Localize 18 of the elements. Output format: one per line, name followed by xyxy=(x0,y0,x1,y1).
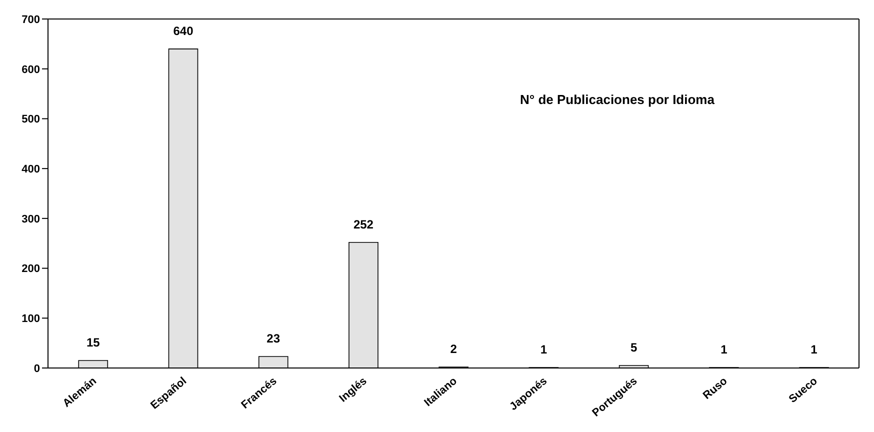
data-label: 15 xyxy=(86,336,100,350)
y-tick-label: 400 xyxy=(22,163,40,176)
text: N° de Publicaciones por Idioma xyxy=(520,92,714,107)
data-label: 5 xyxy=(630,340,638,355)
data-label: 1 xyxy=(720,342,728,356)
data-label: 2 xyxy=(450,342,458,356)
y-tick-label: 700 xyxy=(22,14,40,26)
y-tick-label: 100 xyxy=(22,313,40,326)
y-tick-label: 200 xyxy=(22,263,40,276)
y-tick-label: 600 xyxy=(22,64,40,76)
data-label: 1 xyxy=(810,342,818,356)
y-tick-label: 0 xyxy=(34,362,40,375)
data-label: 640 xyxy=(173,24,194,38)
data-label: 1 xyxy=(540,342,548,356)
data-label: 252 xyxy=(353,217,374,232)
y-tick-label: 500 xyxy=(22,114,40,126)
y-tick-label: 300 xyxy=(22,213,40,226)
data-label: 23 xyxy=(266,332,280,346)
